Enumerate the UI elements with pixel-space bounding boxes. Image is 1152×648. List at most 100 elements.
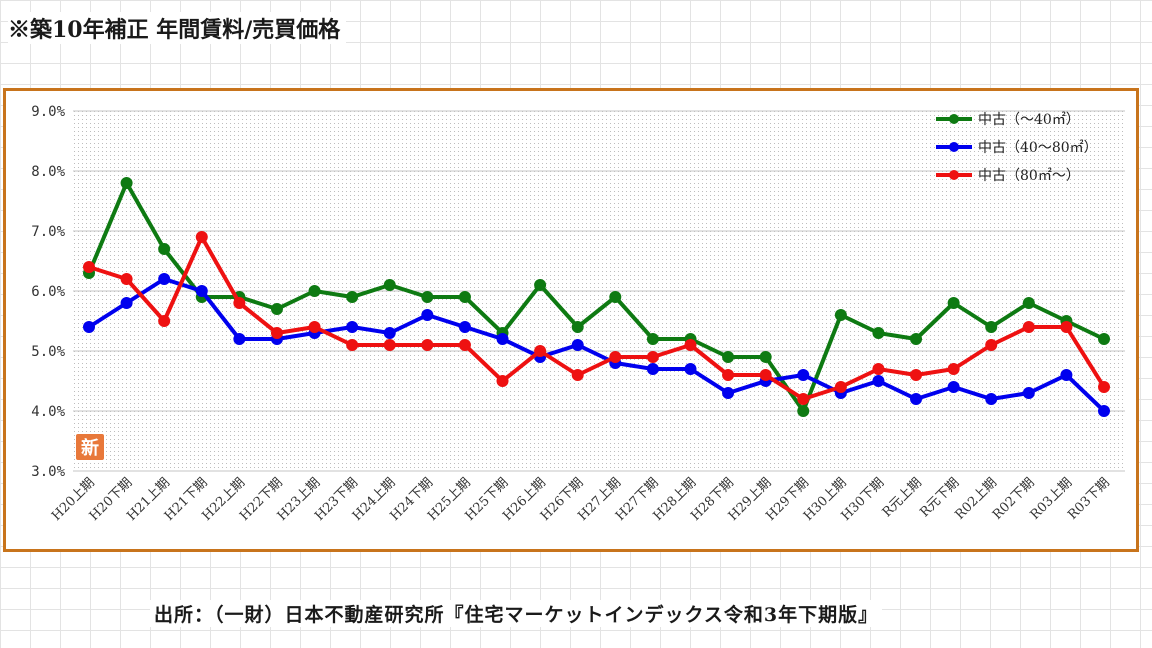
data-point <box>646 351 659 363</box>
data-point <box>458 339 471 351</box>
data-point <box>571 321 584 333</box>
data-point <box>120 297 133 309</box>
data-point <box>1098 381 1110 393</box>
data-point <box>308 285 321 297</box>
legend-label: 中古（80㎡～） <box>978 168 1080 184</box>
series-line <box>87 181 1105 413</box>
data-point <box>120 177 133 189</box>
data-point <box>910 369 923 381</box>
page-title: ※築10年補正 年間賃料/売買価格 <box>8 12 347 44</box>
data-point <box>308 321 321 333</box>
y-tick-label: 9.0% <box>31 104 65 120</box>
data-point <box>609 291 622 303</box>
data-point <box>346 339 359 351</box>
data-point <box>872 363 885 375</box>
data-point <box>646 333 659 345</box>
data-point <box>83 321 95 333</box>
new-badge-box <box>76 434 104 460</box>
series-0 <box>83 177 1110 417</box>
data-point <box>1022 297 1035 309</box>
data-point <box>646 363 659 375</box>
legend-item: 中古（～40㎡） <box>936 112 1080 128</box>
gridlines <box>73 110 1125 472</box>
new-badge-label: 新 <box>81 437 99 459</box>
x-tick-label: R03下期 <box>1065 475 1113 523</box>
data-point <box>270 327 283 339</box>
data-point <box>1022 321 1035 333</box>
legend: 中古（～40㎡） 中古（40～80㎡） 中古（80㎡～） <box>936 112 1098 184</box>
data-point <box>496 375 509 387</box>
data-point <box>684 363 697 375</box>
data-point <box>985 321 998 333</box>
new-badge: 新 <box>76 434 104 460</box>
x-axis: H20上期H20下期H21上期H21下期H22上期H22下期H23上期H23下期… <box>49 475 1113 524</box>
data-point <box>872 327 885 339</box>
data-point <box>571 339 584 351</box>
data-point <box>797 405 810 417</box>
legend-label: 中古（40～80㎡） <box>978 140 1098 156</box>
data-point <box>120 273 133 285</box>
data-point <box>947 297 960 309</box>
data-point <box>195 285 208 297</box>
data-point <box>346 321 359 333</box>
data-point <box>458 291 471 303</box>
data-point <box>722 369 735 381</box>
data-point <box>797 393 810 405</box>
series-line <box>88 235 1106 401</box>
data-point <box>1060 369 1073 381</box>
data-point <box>609 351 622 363</box>
data-point <box>722 387 735 399</box>
data-point <box>534 345 547 357</box>
data-point <box>985 393 998 405</box>
data-point <box>722 351 735 363</box>
data-point <box>910 393 923 405</box>
line-chart: 3.0% 4.0% 5.0% 6.0% 7.0% 8.0% 9.0% H20上期H20下期H… <box>31 104 1125 524</box>
legend-swatch-marker <box>949 170 959 180</box>
data-point <box>910 333 923 345</box>
data-point <box>195 231 208 243</box>
data-point <box>985 339 998 351</box>
series-2 <box>83 231 1110 405</box>
data-point <box>1098 405 1110 417</box>
data-point <box>1098 333 1110 345</box>
data-point <box>571 369 584 381</box>
data-point <box>270 303 283 315</box>
data-point <box>233 333 246 345</box>
data-point <box>496 333 509 345</box>
y-tick-label: 3.0% <box>31 464 65 480</box>
legend-item: 中古（40～80㎡） <box>936 140 1098 156</box>
y-tick-label: 7.0% <box>31 224 65 240</box>
data-point <box>872 375 885 387</box>
data-point <box>421 291 434 303</box>
data-point <box>1022 387 1035 399</box>
data-point <box>383 339 396 351</box>
legend-swatch-marker <box>949 114 959 124</box>
data-point <box>421 309 434 321</box>
data-point <box>947 381 960 393</box>
data-point <box>759 351 772 363</box>
y-axis: 3.0% 4.0% 5.0% 6.0% 7.0% 8.0% 9.0% <box>31 104 65 480</box>
data-point <box>1060 321 1073 333</box>
data-point <box>797 369 810 381</box>
data-point <box>759 369 772 381</box>
data-point <box>83 261 95 273</box>
data-point <box>534 279 547 291</box>
series-line <box>87 277 1106 413</box>
legend-item: 中古（80㎡～） <box>936 168 1080 184</box>
data-point <box>383 279 396 291</box>
legend-label: 中古（～40㎡） <box>978 112 1080 128</box>
data-point <box>346 291 359 303</box>
source-note: 出所：（一財）日本不動産研究所『住宅マーケットインデックス令和3年下期版』 <box>150 600 883 627</box>
data-point <box>834 381 847 393</box>
data-point <box>421 339 434 351</box>
data-point <box>158 243 171 255</box>
y-tick-label: 8.0% <box>31 164 65 180</box>
data-point <box>947 363 960 375</box>
y-tick-label: 4.0% <box>31 404 65 420</box>
chart-frame[interactable]: 3.0% 4.0% 5.0% 6.0% 7.0% 8.0% 9.0% H20上期 H20下期 H… <box>3 88 1139 552</box>
x-tick-label: R元上期 <box>880 475 925 520</box>
series-lines <box>83 177 1110 417</box>
y-tick-label: 5.0% <box>31 344 65 360</box>
legend-swatch-marker <box>949 142 959 152</box>
data-point <box>684 339 697 351</box>
